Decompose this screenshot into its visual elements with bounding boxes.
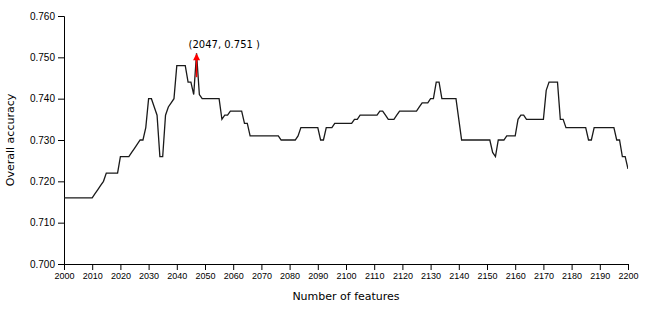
data-line (64, 53, 628, 198)
y-tick: 0.700 (30, 259, 64, 270)
x-tick-mark (149, 264, 150, 270)
y-axis-title: Overall accuracy (4, 93, 17, 186)
x-tick: 2150 (477, 264, 497, 281)
y-tick-mark (58, 223, 64, 224)
x-tick-mark (233, 264, 234, 270)
x-tick-label: 2140 (449, 271, 469, 281)
y-tick-mark (58, 264, 64, 265)
y-tick: 0.750 (30, 52, 64, 63)
x-tick: 2130 (421, 264, 441, 281)
x-tick: 2200 (618, 264, 638, 281)
x-tick-label: 2120 (393, 271, 413, 281)
y-tick-mark (58, 181, 64, 182)
x-tick-mark (261, 264, 262, 270)
y-tick-mark (58, 99, 64, 100)
x-tick-label: 2060 (224, 271, 244, 281)
x-tick-label: 2130 (421, 271, 441, 281)
x-tick: 2050 (195, 264, 215, 281)
x-tick-label: 2170 (534, 271, 554, 281)
x-tick-label: 2100 (336, 271, 356, 281)
x-tick-label: 2160 (506, 271, 526, 281)
x-tick-mark (628, 264, 629, 270)
x-tick-label: 2010 (83, 271, 103, 281)
y-tick-label: 0.750 (30, 52, 55, 63)
x-tick-mark (543, 264, 544, 270)
x-tick-mark (205, 264, 206, 270)
y-tick-label: 0.720 (30, 176, 55, 187)
chart: 2000 2010 2020 2030 2040 2050 2060 2070 2080 2090… (0, 0, 650, 310)
x-tick-mark (515, 264, 516, 270)
x-axis-title: Number of features (292, 290, 399, 303)
annotation-text: (2047, 0.751 ) (189, 39, 261, 50)
y-tick-label: 0.740 (30, 93, 55, 104)
x-tick-mark (290, 264, 291, 270)
annotation-arrow-head (193, 53, 200, 60)
x-tick-mark (431, 264, 432, 270)
y-tick: 0.740 (30, 93, 64, 104)
annotations: (2047, 0.751 ) (189, 39, 261, 77)
x-tick-label: 2090 (308, 271, 328, 281)
x-tick-mark (120, 264, 121, 270)
x-tick-label: 2000 (54, 271, 74, 281)
x-tick-label: 2020 (111, 271, 131, 281)
x-tick-mark (177, 264, 178, 270)
y-tick: 0.760 (30, 11, 64, 22)
x-tick-mark (374, 264, 375, 270)
y-tick-mark (58, 140, 64, 141)
y-tick-mark (58, 16, 64, 17)
x-tick: 2100 (336, 264, 356, 281)
y-axis-line (58, 17, 65, 265)
plot-area (64, 53, 628, 198)
x-tick-label: 2110 (365, 271, 384, 281)
x-tick-mark (487, 264, 488, 270)
y-tick-label: 0.710 (30, 217, 55, 228)
y-axis: 0.700 0.710 0.720 0.730 0.740 0.750 0.760 (30, 11, 65, 270)
x-tick-mark (572, 264, 573, 270)
x-tick-label: 2180 (562, 271, 582, 281)
y-tick-label: 0.730 (30, 135, 55, 146)
x-tick: 2090 (308, 264, 328, 281)
x-tick: 2020 (111, 264, 131, 281)
x-tick: 2140 (449, 264, 469, 281)
x-tick-mark (346, 264, 347, 270)
x-tick-label: 2050 (195, 271, 215, 281)
x-tick-label: 2070 (252, 271, 272, 281)
x-tick-mark (402, 264, 403, 270)
x-tick: 2180 (562, 264, 582, 281)
x-tick: 2040 (167, 264, 187, 281)
annotation-arrow-shaft (196, 60, 198, 77)
x-tick-label: 2200 (618, 271, 638, 281)
x-tick: 2030 (139, 264, 159, 281)
x-tick: 2170 (534, 264, 554, 281)
x-tick-mark (92, 264, 93, 270)
x-tick-label: 2080 (280, 271, 300, 281)
x-tick-mark (459, 264, 460, 270)
x-tick: 2080 (280, 264, 300, 281)
x-tick-label: 2030 (139, 271, 159, 281)
x-tick: 2110 (365, 264, 384, 281)
y-tick: 0.730 (30, 135, 64, 146)
x-tick-label: 2150 (477, 271, 497, 281)
y-tick-label: 0.760 (30, 11, 55, 22)
y-tick: 0.720 (30, 176, 64, 187)
x-tick: 2000 (54, 264, 74, 281)
x-tick: 2010 (83, 264, 103, 281)
x-tick: 2060 (224, 264, 244, 281)
x-tick: 2190 (590, 264, 610, 281)
y-tick-label: 0.700 (30, 259, 55, 270)
x-tick: 2160 (506, 264, 526, 281)
y-tick: 0.710 (30, 217, 64, 228)
x-tick-label: 2190 (590, 271, 610, 281)
x-tick: 2070 (252, 264, 272, 281)
x-tick-mark (318, 264, 319, 270)
y-tick-mark (58, 57, 64, 58)
x-tick-mark (600, 264, 601, 270)
x-tick-label: 2040 (167, 271, 187, 281)
x-tick: 2120 (393, 264, 413, 281)
x-axis-line (65, 265, 629, 271)
x-axis: 2000 2010 2020 2030 2040 2050 2060 2070 2080 2090… (54, 264, 638, 281)
